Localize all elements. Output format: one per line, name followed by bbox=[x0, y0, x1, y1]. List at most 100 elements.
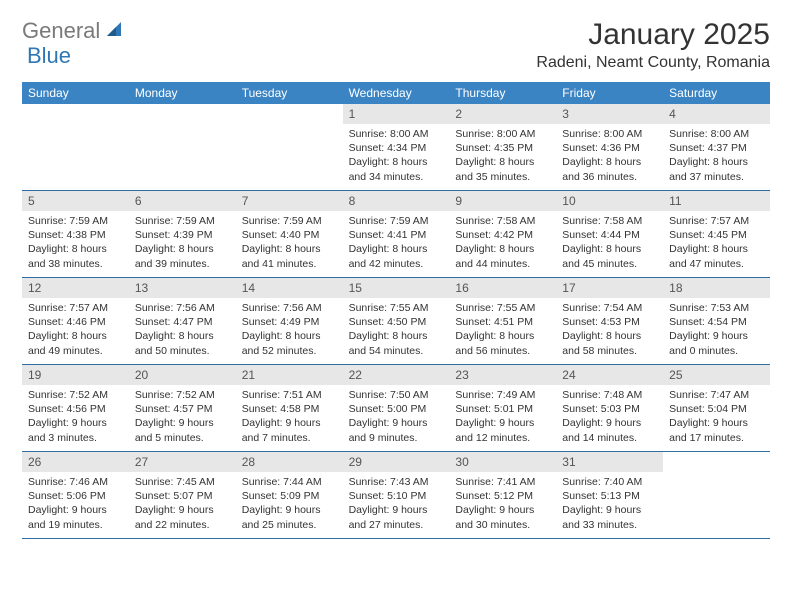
day-line: Daylight: 8 hours bbox=[242, 242, 337, 256]
day-line: Sunrise: 7:59 AM bbox=[135, 214, 230, 228]
day-line: Sunrise: 7:41 AM bbox=[455, 475, 550, 489]
month-title: January 2025 bbox=[536, 18, 770, 52]
day-line: Daylight: 8 hours bbox=[562, 155, 657, 169]
day-cell: 23Sunrise: 7:49 AMSunset: 5:01 PMDayligh… bbox=[449, 365, 556, 451]
day-line: and 22 minutes. bbox=[135, 518, 230, 532]
day-content: Sunrise: 7:57 AMSunset: 4:46 PMDaylight:… bbox=[22, 298, 129, 363]
day-line: Daylight: 9 hours bbox=[669, 416, 764, 430]
day-content: Sunrise: 7:41 AMSunset: 5:12 PMDaylight:… bbox=[449, 472, 556, 537]
day-line: Sunset: 4:40 PM bbox=[242, 228, 337, 242]
day-content: Sunrise: 8:00 AMSunset: 4:34 PMDaylight:… bbox=[343, 124, 450, 189]
day-line: and 45 minutes. bbox=[562, 257, 657, 271]
day-cell: 9Sunrise: 7:58 AMSunset: 4:42 PMDaylight… bbox=[449, 191, 556, 277]
day-cell: 10Sunrise: 7:58 AMSunset: 4:44 PMDayligh… bbox=[556, 191, 663, 277]
day-line: and 9 minutes. bbox=[349, 431, 444, 445]
day-number: 30 bbox=[449, 452, 556, 472]
day-line: and 52 minutes. bbox=[242, 344, 337, 358]
day-content: Sunrise: 7:49 AMSunset: 5:01 PMDaylight:… bbox=[449, 385, 556, 450]
day-content: Sunrise: 8:00 AMSunset: 4:36 PMDaylight:… bbox=[556, 124, 663, 189]
day-number: 6 bbox=[129, 191, 236, 211]
day-line: Daylight: 9 hours bbox=[562, 416, 657, 430]
day-line: and 17 minutes. bbox=[669, 431, 764, 445]
day-line: Daylight: 9 hours bbox=[455, 503, 550, 517]
day-line: Sunset: 4:54 PM bbox=[669, 315, 764, 329]
day-line: Sunrise: 7:55 AM bbox=[349, 301, 444, 315]
day-cell: 18Sunrise: 7:53 AMSunset: 4:54 PMDayligh… bbox=[663, 278, 770, 364]
calendar: Sunday Monday Tuesday Wednesday Thursday… bbox=[22, 82, 770, 539]
day-line: Daylight: 9 hours bbox=[349, 416, 444, 430]
day-number: 18 bbox=[663, 278, 770, 298]
day-content: Sunrise: 7:46 AMSunset: 5:06 PMDaylight:… bbox=[22, 472, 129, 537]
day-cell: 20Sunrise: 7:52 AMSunset: 4:57 PMDayligh… bbox=[129, 365, 236, 451]
logo-text-blue: Blue bbox=[27, 43, 71, 68]
day-line: Sunset: 4:51 PM bbox=[455, 315, 550, 329]
day-line: and 30 minutes. bbox=[455, 518, 550, 532]
day-line: Sunrise: 7:58 AM bbox=[455, 214, 550, 228]
day-content: Sunrise: 7:56 AMSunset: 4:47 PMDaylight:… bbox=[129, 298, 236, 363]
day-content: Sunrise: 7:45 AMSunset: 5:07 PMDaylight:… bbox=[129, 472, 236, 537]
day-number: 16 bbox=[449, 278, 556, 298]
day-line: Sunrise: 7:47 AM bbox=[669, 388, 764, 402]
day-content: Sunrise: 7:47 AMSunset: 5:04 PMDaylight:… bbox=[663, 385, 770, 450]
day-content: Sunrise: 7:59 AMSunset: 4:40 PMDaylight:… bbox=[236, 211, 343, 276]
day-cell: 8Sunrise: 7:59 AMSunset: 4:41 PMDaylight… bbox=[343, 191, 450, 277]
day-line: Sunrise: 7:45 AM bbox=[135, 475, 230, 489]
day-cell: 21Sunrise: 7:51 AMSunset: 4:58 PMDayligh… bbox=[236, 365, 343, 451]
day-cell: 4Sunrise: 8:00 AMSunset: 4:37 PMDaylight… bbox=[663, 104, 770, 190]
day-cell: 26Sunrise: 7:46 AMSunset: 5:06 PMDayligh… bbox=[22, 452, 129, 538]
day-cell: 30Sunrise: 7:41 AMSunset: 5:12 PMDayligh… bbox=[449, 452, 556, 538]
day-line: Sunrise: 8:00 AM bbox=[562, 127, 657, 141]
day-line: and 5 minutes. bbox=[135, 431, 230, 445]
day-line: Daylight: 9 hours bbox=[455, 416, 550, 430]
day-line: Daylight: 8 hours bbox=[455, 242, 550, 256]
day-number: 4 bbox=[663, 104, 770, 124]
day-content: Sunrise: 7:51 AMSunset: 4:58 PMDaylight:… bbox=[236, 385, 343, 450]
day-line: Sunset: 5:12 PM bbox=[455, 489, 550, 503]
day-cell: 3Sunrise: 8:00 AMSunset: 4:36 PMDaylight… bbox=[556, 104, 663, 190]
day-line: Sunset: 4:37 PM bbox=[669, 141, 764, 155]
day-cell: 28Sunrise: 7:44 AMSunset: 5:09 PMDayligh… bbox=[236, 452, 343, 538]
day-line: and 36 minutes. bbox=[562, 170, 657, 184]
day-content: Sunrise: 7:48 AMSunset: 5:03 PMDaylight:… bbox=[556, 385, 663, 450]
day-line: Sunrise: 7:53 AM bbox=[669, 301, 764, 315]
day-content: Sunrise: 7:44 AMSunset: 5:09 PMDaylight:… bbox=[236, 472, 343, 537]
day-line: and 38 minutes. bbox=[28, 257, 123, 271]
day-line: Sunset: 5:07 PM bbox=[135, 489, 230, 503]
week-row: 1Sunrise: 8:00 AMSunset: 4:34 PMDaylight… bbox=[22, 104, 770, 191]
day-line: and 35 minutes. bbox=[455, 170, 550, 184]
day-line: Daylight: 8 hours bbox=[455, 329, 550, 343]
day-number bbox=[236, 104, 343, 110]
day-line: Daylight: 8 hours bbox=[135, 242, 230, 256]
day-line: Sunset: 5:13 PM bbox=[562, 489, 657, 503]
day-number: 1 bbox=[343, 104, 450, 124]
day-number bbox=[22, 104, 129, 110]
day-number: 7 bbox=[236, 191, 343, 211]
day-line: Sunrise: 7:44 AM bbox=[242, 475, 337, 489]
day-content: Sunrise: 7:52 AMSunset: 4:57 PMDaylight:… bbox=[129, 385, 236, 450]
day-line: Sunset: 5:01 PM bbox=[455, 402, 550, 416]
day-line: and 7 minutes. bbox=[242, 431, 337, 445]
day-cell: 14Sunrise: 7:56 AMSunset: 4:49 PMDayligh… bbox=[236, 278, 343, 364]
day-number: 12 bbox=[22, 278, 129, 298]
logo-sail-icon bbox=[104, 19, 124, 44]
day-line: Daylight: 9 hours bbox=[28, 503, 123, 517]
day-line: Sunset: 4:41 PM bbox=[349, 228, 444, 242]
day-line: Sunrise: 7:56 AM bbox=[135, 301, 230, 315]
weekday-monday: Monday bbox=[129, 82, 236, 104]
day-cell: 1Sunrise: 8:00 AMSunset: 4:34 PMDaylight… bbox=[343, 104, 450, 190]
day-number: 29 bbox=[343, 452, 450, 472]
day-line: Daylight: 8 hours bbox=[669, 155, 764, 169]
day-content: Sunrise: 7:58 AMSunset: 4:44 PMDaylight:… bbox=[556, 211, 663, 276]
day-number: 21 bbox=[236, 365, 343, 385]
day-content: Sunrise: 7:43 AMSunset: 5:10 PMDaylight:… bbox=[343, 472, 450, 537]
day-line: Sunset: 5:03 PM bbox=[562, 402, 657, 416]
day-cell bbox=[236, 104, 343, 190]
day-cell: 13Sunrise: 7:56 AMSunset: 4:47 PMDayligh… bbox=[129, 278, 236, 364]
day-line: and 49 minutes. bbox=[28, 344, 123, 358]
day-line: Sunset: 5:00 PM bbox=[349, 402, 444, 416]
day-cell bbox=[22, 104, 129, 190]
day-line: Sunset: 4:45 PM bbox=[669, 228, 764, 242]
day-line: Daylight: 8 hours bbox=[669, 242, 764, 256]
day-line: Daylight: 8 hours bbox=[349, 242, 444, 256]
day-cell bbox=[129, 104, 236, 190]
